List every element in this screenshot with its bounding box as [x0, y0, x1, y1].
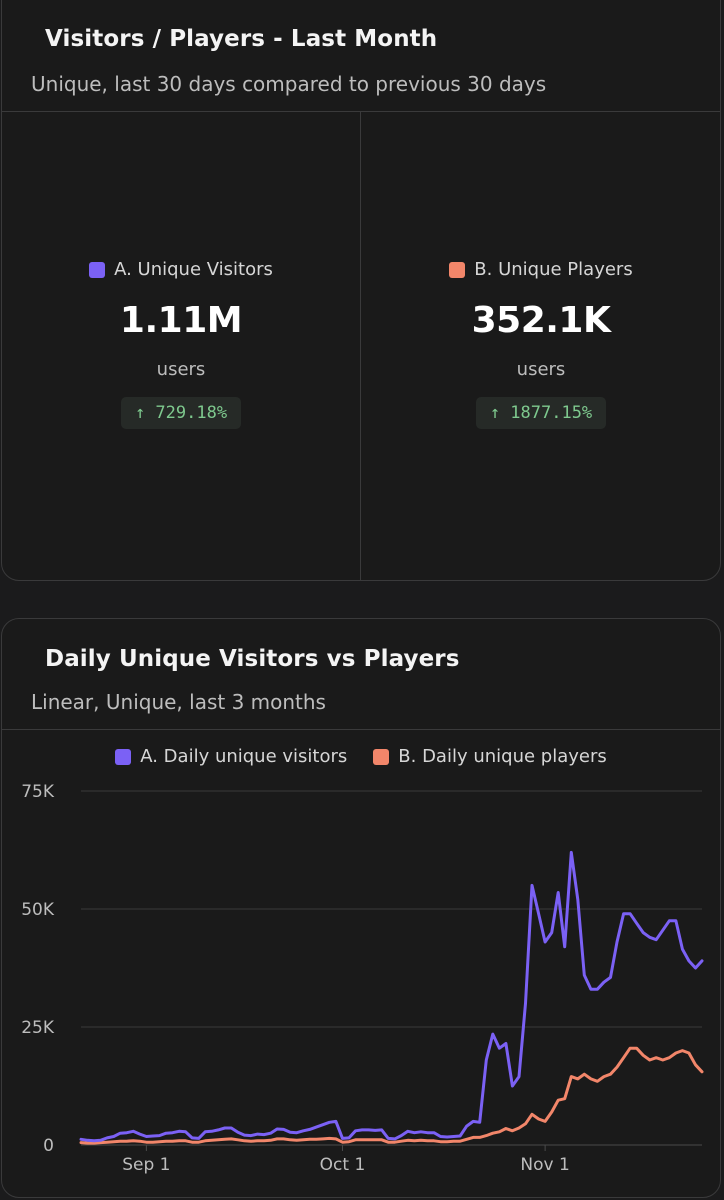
summary-card-title: Visitors / Players - Last Month	[45, 26, 438, 52]
y-tick-label: 25K	[21, 1018, 55, 1038]
stat-unit: users	[156, 359, 206, 380]
x-tick-label: Sep 1	[122, 1155, 170, 1175]
stat-label: A. Unique Visitors	[114, 259, 273, 280]
summary-card: Visitors / Players - Last Month Unique, …	[1, 0, 721, 581]
series-line	[79, 850, 704, 1143]
stat-unit: users	[516, 359, 566, 380]
legend-item-visitors[interactable]: A. Daily unique visitors	[115, 746, 347, 767]
chart-card-subtitle: Linear, Unique, last 3 months	[31, 690, 326, 714]
y-tick-label: 50K	[21, 900, 55, 920]
legend-swatch-players	[373, 748, 390, 765]
legend-swatch-visitors	[115, 748, 132, 765]
legend-item-players[interactable]: B. Daily unique players	[373, 746, 607, 767]
chart-card: Daily Unique Visitors vs Players Linear,…	[1, 618, 721, 1198]
summary-card-column-divider	[360, 112, 361, 580]
stat-unique-visitors: A. Unique Visitors 1.11M users ↑ 729.18%	[2, 259, 360, 429]
chart-card-title: Daily Unique Visitors vs Players	[45, 646, 460, 672]
chart-legend: A. Daily unique visitors B. Daily unique…	[2, 746, 720, 767]
legend-label: A. Daily unique visitors	[140, 746, 348, 767]
x-tick-label: Nov 1	[520, 1155, 569, 1175]
stat-change-badge: ↑ 729.18%	[120, 397, 242, 429]
legend-label: B. Daily unique players	[398, 746, 607, 767]
stat-legend: B. Unique Players	[362, 259, 720, 280]
stat-legend: A. Unique Visitors	[2, 259, 360, 280]
stat-change-badge: ↑ 1877.15%	[475, 397, 607, 429]
stat-unique-players: B. Unique Players 352.1K users ↑ 1877.15…	[362, 259, 720, 429]
summary-card-divider	[2, 111, 720, 112]
line-chart: 0 25K 50K 75K Sep 1 Oct 1 Nov 1	[21, 782, 704, 1175]
y-tick-label: 75K	[21, 782, 55, 802]
x-tick-label: Oct 1	[320, 1155, 366, 1175]
stat-value: 1.11M	[119, 300, 243, 341]
players-color-swatch	[449, 261, 466, 278]
visitors-color-swatch	[89, 261, 106, 278]
summary-card-subtitle: Unique, last 30 days compared to previou…	[31, 72, 547, 96]
y-tick-label: 0	[43, 1136, 54, 1156]
stat-label: B. Unique Players	[474, 259, 633, 280]
chart-card-divider	[2, 729, 720, 730]
series-line	[79, 1046, 704, 1145]
stat-value: 352.1K	[471, 300, 611, 341]
